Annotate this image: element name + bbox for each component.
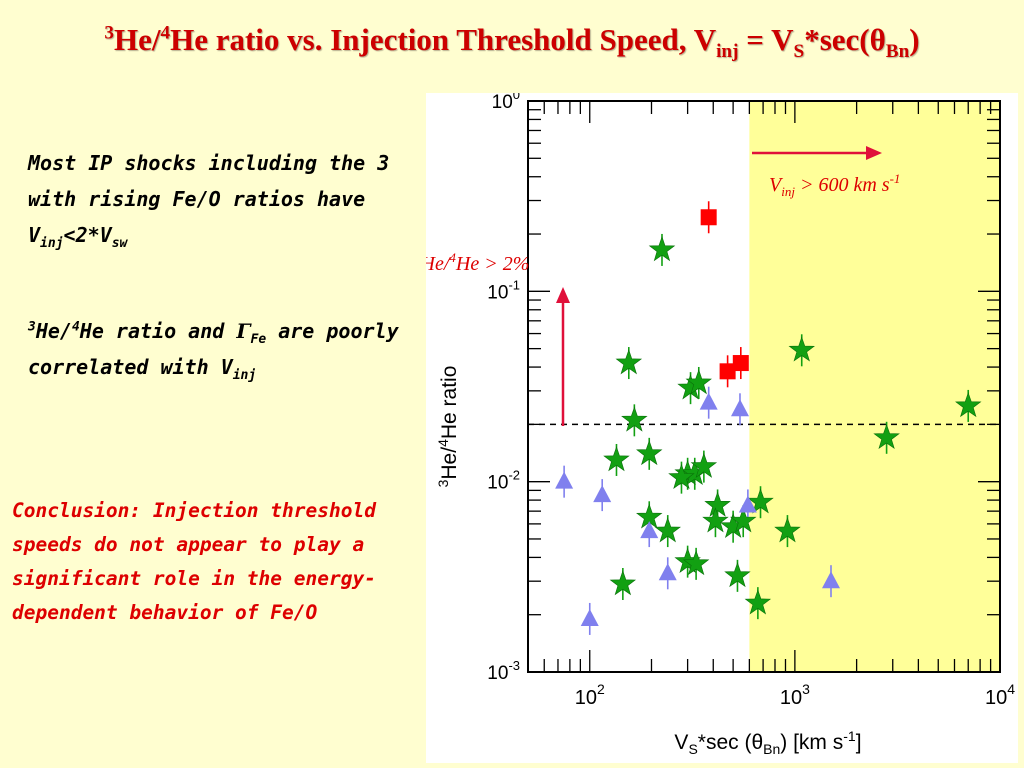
conclusion-text: Conclusion: Injection threshold speeds d… xyxy=(12,499,376,624)
star-marker xyxy=(648,235,676,262)
title-sub-inj: inj xyxy=(716,41,739,63)
data-markers xyxy=(555,209,982,626)
star-marker xyxy=(744,589,772,615)
triangle-marker xyxy=(730,399,749,417)
x-tick-label: 103 xyxy=(780,681,810,709)
star-marker xyxy=(955,391,982,418)
star-marker xyxy=(788,336,815,362)
square-marker xyxy=(719,363,736,380)
note-injection-speeds: Most IP shocks including the 3 with risi… xyxy=(28,145,398,253)
note-2-sup-3: 3 xyxy=(28,319,36,335)
triangle-marker xyxy=(699,392,718,410)
star-marker xyxy=(636,439,663,466)
star-marker xyxy=(724,561,751,588)
star-marker xyxy=(730,507,757,533)
slide-title: 3He/4He ratio vs. Injection Threshold Sp… xyxy=(0,22,1024,63)
title-part-3: = V xyxy=(738,22,794,57)
note-2-gamma-sub: Fe xyxy=(250,332,267,347)
triangle-marker xyxy=(738,495,757,513)
star-marker xyxy=(685,369,712,395)
note-1-mid: <2*V xyxy=(63,223,112,247)
star-marker xyxy=(774,517,801,543)
triangle-marker xyxy=(821,571,840,589)
title-sub-bn: Bn xyxy=(885,41,910,63)
star-marker xyxy=(747,488,774,514)
triangle-marker xyxy=(580,608,599,626)
x-tick-label: 102 xyxy=(575,681,605,709)
ratio-annotation: 3He/4He > 2% xyxy=(426,250,529,275)
triangle-marker xyxy=(658,563,677,581)
title-part-1: He/ xyxy=(113,22,161,57)
title-part-2: He ratio vs. Injection Threshold Speed, … xyxy=(170,22,717,57)
x-tick-label: 104 xyxy=(985,681,1015,709)
star-marker xyxy=(609,570,637,596)
plot-frame xyxy=(527,100,1001,673)
note-2-b: He ratio and xyxy=(79,319,237,343)
chart-panel: 10-3 10-2 10-1 100 102 103 104 VS*sec (θBn) [k… xyxy=(426,93,1018,763)
star-marker xyxy=(621,406,648,432)
scatter-chart: 10-3 10-2 10-1 100 102 103 104 VS*sec (θBn) [k… xyxy=(426,93,1015,757)
shaded-region xyxy=(749,101,1000,672)
note-1-sub-sw: sw xyxy=(111,236,128,251)
star-marker xyxy=(704,491,731,517)
note-2-gamma: Γ xyxy=(236,319,251,343)
title-sup-3: 3 xyxy=(104,22,114,44)
y-tick-label: 100 xyxy=(492,93,520,113)
square-marker xyxy=(700,209,717,226)
star-marker xyxy=(702,507,729,533)
star-marker xyxy=(654,517,681,543)
y-tick-label: 10-3 xyxy=(487,658,520,684)
title-part-4: *sec(θ xyxy=(804,22,886,57)
vinj-annotation: Vinj > 600 km s-1 xyxy=(769,171,900,199)
triangle-marker xyxy=(555,471,574,489)
note-2-sub-inj: inj xyxy=(232,368,257,383)
title-sup-4: 4 xyxy=(160,22,171,44)
star-marker xyxy=(873,423,900,450)
note-1-text: Most IP shocks including the 3 with risi… xyxy=(28,151,390,247)
star-marker xyxy=(603,446,630,472)
square-marker xyxy=(732,355,749,372)
note-2-c: are poorly correlated with V xyxy=(28,319,399,379)
title-part-5: ) xyxy=(909,22,920,57)
y-tick-label: 10-1 xyxy=(487,277,520,303)
note-correlation: 3He/4He ratio and ΓFe are poorly correla… xyxy=(28,313,408,385)
ratio-arrowhead xyxy=(556,287,570,303)
star-marker xyxy=(690,452,718,478)
star-marker xyxy=(615,349,643,375)
y-tick-label: 10-2 xyxy=(487,468,520,494)
x-axis-label: VS*sec (θBn) [km s-1] xyxy=(674,728,861,757)
note-2-a: He/ xyxy=(35,319,72,343)
note-1-sub-inj: inj xyxy=(40,236,64,251)
star-marker xyxy=(668,463,695,489)
title-sub-s: S xyxy=(793,41,805,63)
triangle-marker xyxy=(640,521,659,539)
tick-labels: 10-3 10-2 10-1 100 102 103 104 xyxy=(487,93,1015,709)
vinj-arrowhead xyxy=(866,146,882,160)
triangle-marker xyxy=(593,485,612,503)
note-2-sup-4: 4 xyxy=(71,319,80,335)
y-axis-label: 3He/4He ratio xyxy=(435,366,461,488)
star-marker xyxy=(682,549,710,576)
